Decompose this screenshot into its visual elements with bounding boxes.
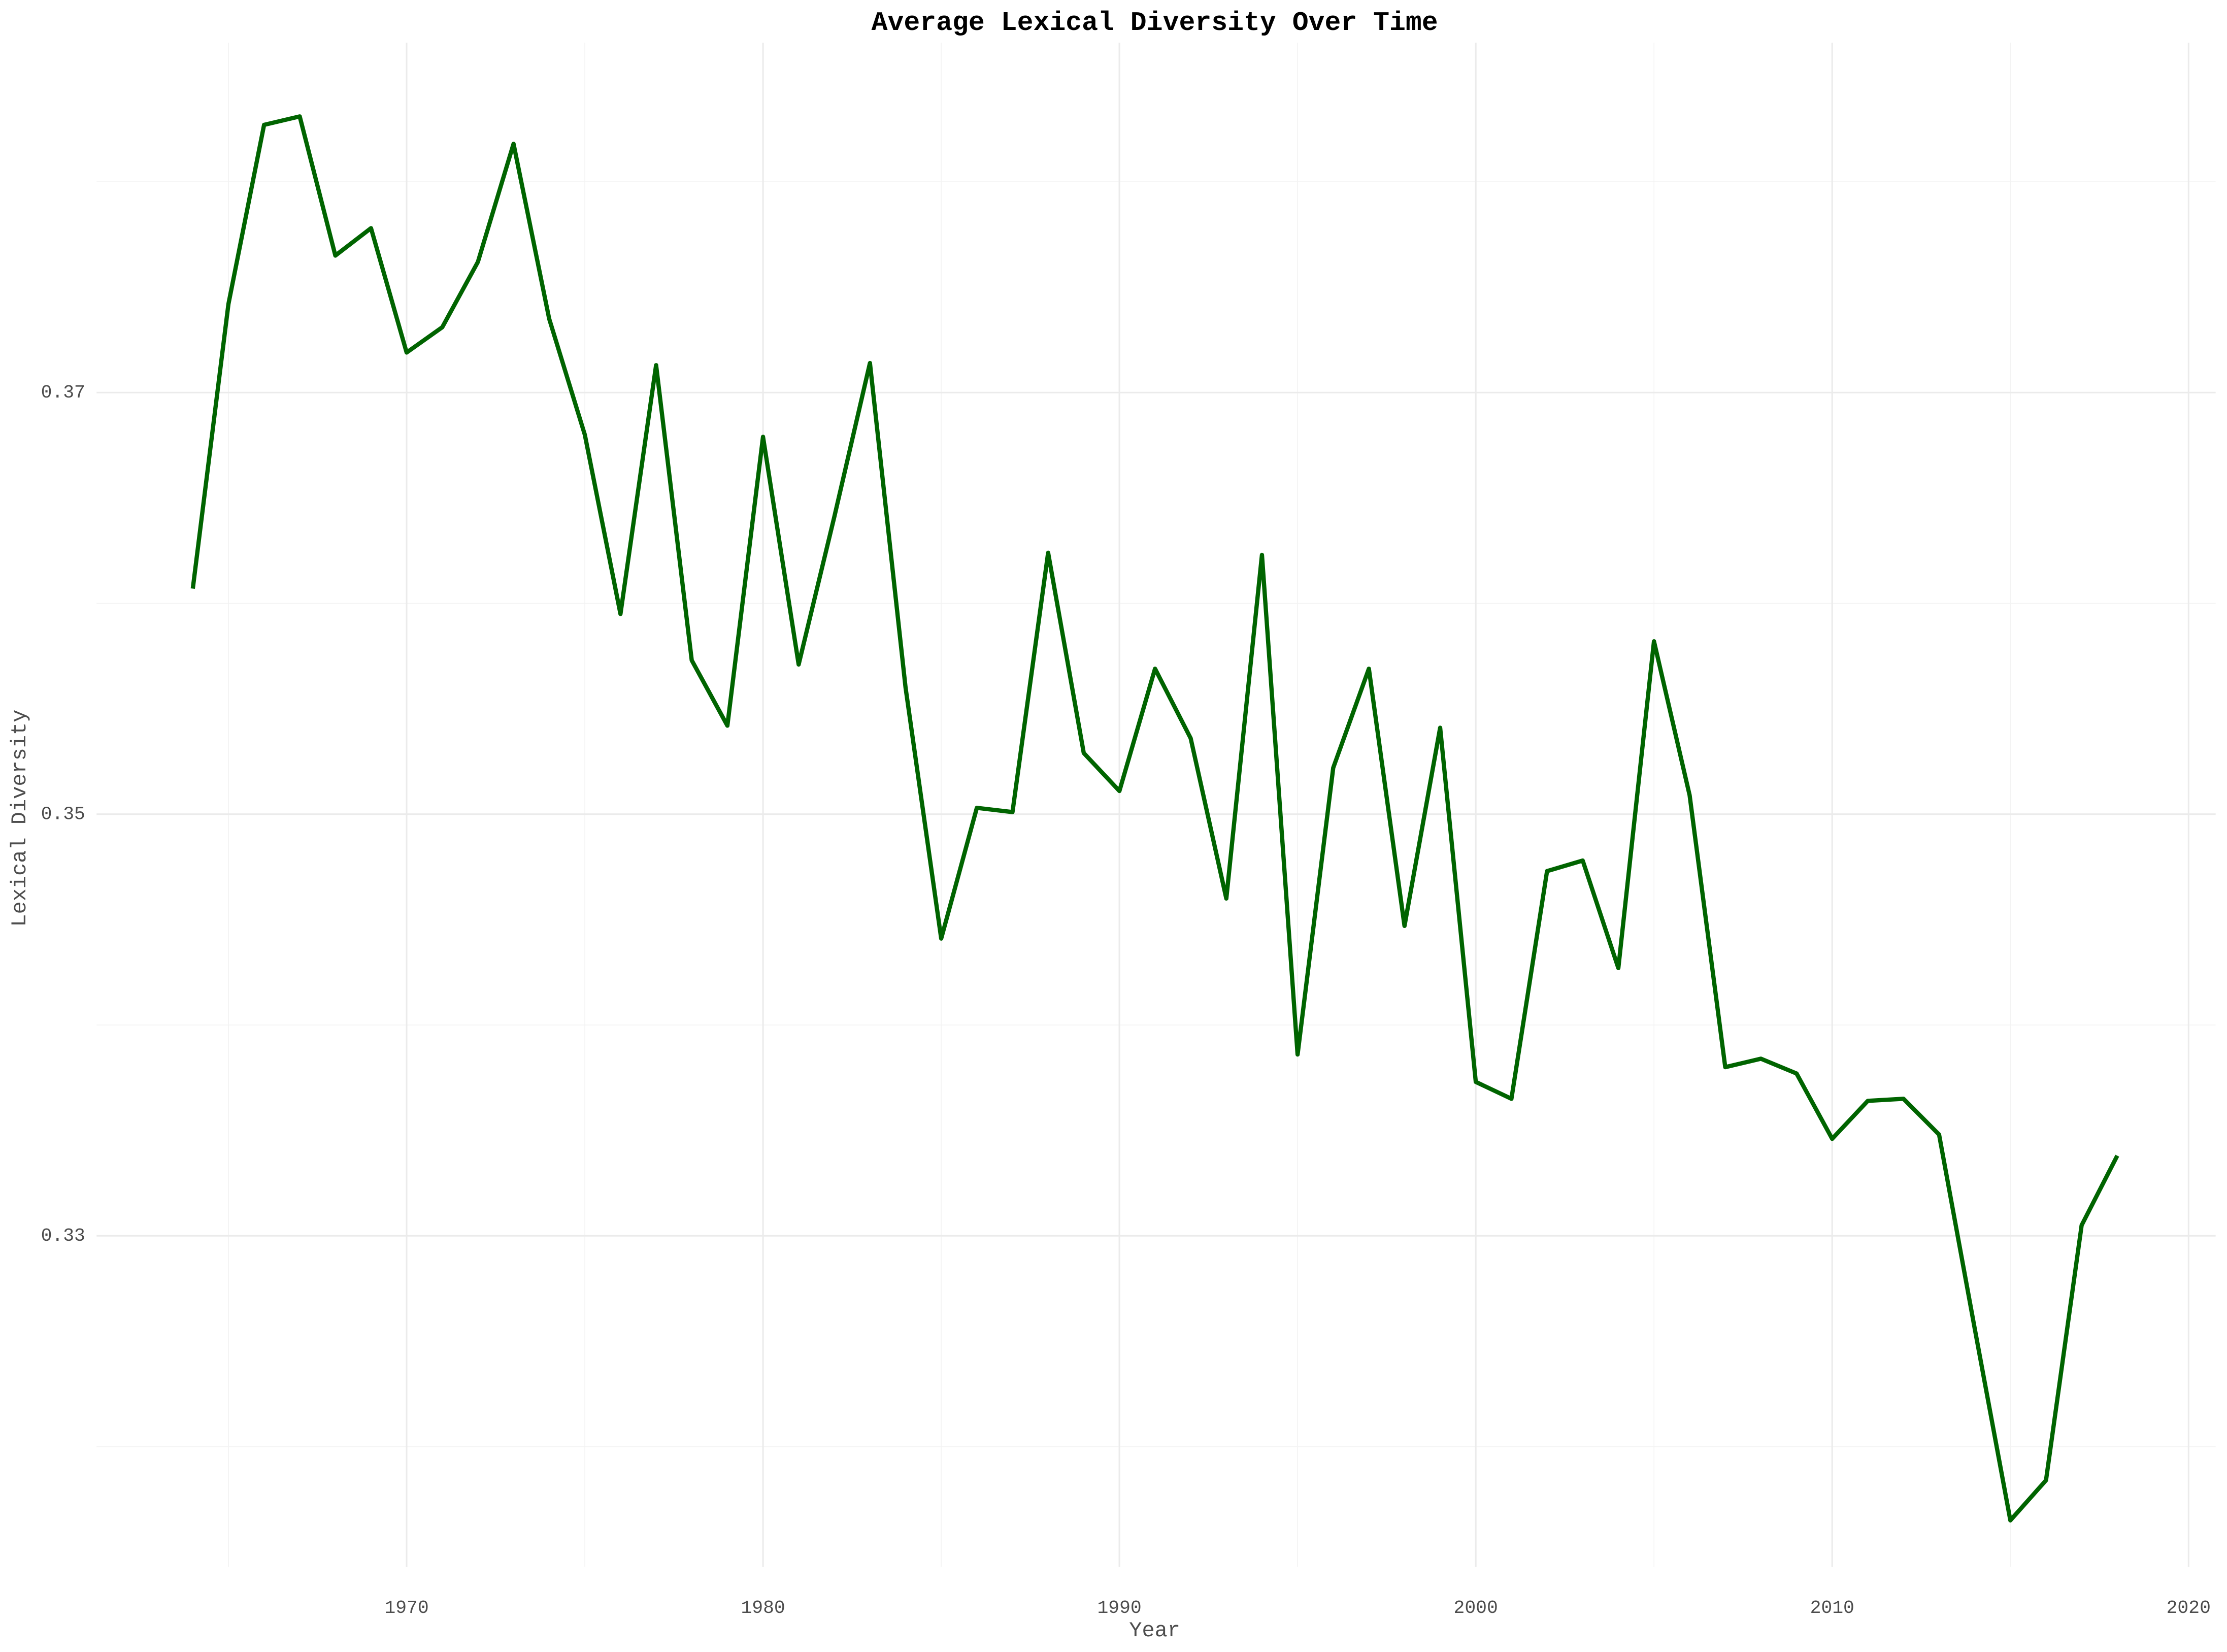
x-tick-label: 2020 xyxy=(2167,1598,2211,1618)
x-tick-label: 2000 xyxy=(1454,1598,1498,1618)
x-tick-label: 2010 xyxy=(1810,1598,1854,1618)
x-tick-label: 1970 xyxy=(384,1598,428,1618)
x-tick-label: 1980 xyxy=(741,1598,785,1618)
x-tick-label: 1990 xyxy=(1097,1598,1141,1618)
y-tick-label: 0.37 xyxy=(41,382,85,403)
y-tick-label: 0.35 xyxy=(41,804,85,824)
data-line xyxy=(190,114,2119,1523)
x-axis-title: Year xyxy=(1129,1618,1180,1643)
y-axis-title: Lexical Diversity xyxy=(8,710,32,927)
chart-title: Average Lexical Diversity Over Time xyxy=(872,8,1438,38)
y-tick-label: 0.33 xyxy=(41,1226,85,1246)
